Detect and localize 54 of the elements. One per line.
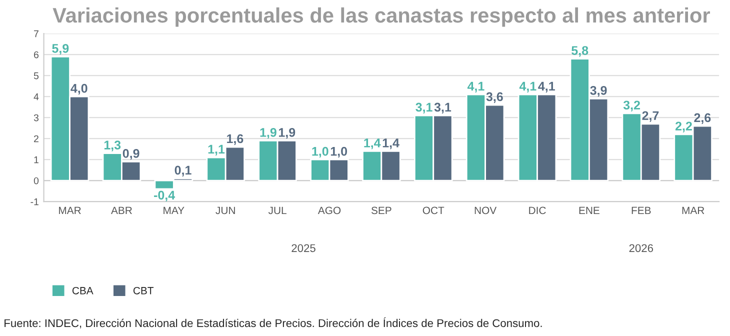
x-tick-label: SEP: [371, 206, 392, 214]
data-label: 1,9: [260, 128, 276, 139]
chart-title: Variaciones porcentuales de las canastas respecto al mes anterior: [52, 7, 710, 27]
data-label: 1,9: [278, 128, 296, 139]
data-label: 3,1: [434, 102, 452, 114]
data-label: 3,9: [590, 86, 607, 97]
source-note: Fuente: INDEC, Dirección Nacional de Estadísticas de Precios. Dirección de Índices de Precios de Consumo.: [4, 317, 542, 328]
data-label: 4,1: [538, 82, 555, 92]
data-label: 4,1: [467, 82, 484, 92]
x-tick-label: DIC: [529, 206, 546, 214]
y-tick-label: 7: [34, 30, 38, 38]
x-tick-label: MAY: [164, 206, 184, 214]
data-label: 2,2: [675, 122, 692, 132]
x-tick-label: JUL: [268, 206, 286, 214]
data-label: 1,6: [227, 134, 244, 145]
x-tick-label: MAR: [59, 206, 81, 214]
legend-label: CBT: [133, 286, 154, 294]
legend-label: CBA: [72, 286, 94, 294]
y-tick-label: 2: [34, 135, 38, 142]
data-label: 1,4: [364, 138, 381, 150]
data-label: 1,0: [312, 146, 328, 158]
y-tick-label: 1: [34, 156, 38, 164]
data-label: 4,0: [70, 84, 88, 95]
data-label: 1,0: [330, 146, 348, 158]
data-label: 3,6: [486, 92, 503, 103]
data-label: 5,8: [572, 46, 588, 57]
data-label: 3,2: [623, 100, 640, 112]
text: 2025: [292, 244, 316, 252]
x-tick-label: ABR: [111, 206, 132, 214]
x-tick-label: AGO: [318, 206, 341, 214]
text: 2026: [629, 244, 654, 252]
x-tick-label: MAR: [682, 206, 704, 214]
y-tick-label: 6: [34, 51, 39, 58]
x-tick-label: FEB: [632, 206, 651, 214]
x-tick-label: NOV: [474, 206, 497, 214]
y-tick-label: 5: [34, 72, 39, 80]
data-label: 2,7: [642, 111, 659, 122]
x-tick-label: OCT: [422, 206, 444, 214]
data-label: 2,6: [694, 113, 711, 124]
y-tick-label: -1: [30, 198, 38, 206]
data-label: 4,1: [519, 82, 536, 92]
x-tick-label: JUN: [216, 206, 235, 214]
data-label: 1,1: [208, 144, 225, 156]
data-label: 1,4: [382, 138, 400, 150]
data-label: 1,3: [104, 140, 121, 152]
data-label: 0,1: [174, 166, 192, 176]
y-tick-label: 3: [34, 114, 39, 122]
data-label: 0,9: [122, 148, 140, 160]
data-label: 3,1: [416, 102, 432, 114]
y-tick-label: 4: [34, 93, 39, 100]
data-label: -0,4: [154, 190, 176, 202]
y-tick-label: 0: [34, 177, 39, 184]
data-label: 5,9: [52, 44, 69, 55]
x-tick-label: ENE: [579, 206, 600, 214]
